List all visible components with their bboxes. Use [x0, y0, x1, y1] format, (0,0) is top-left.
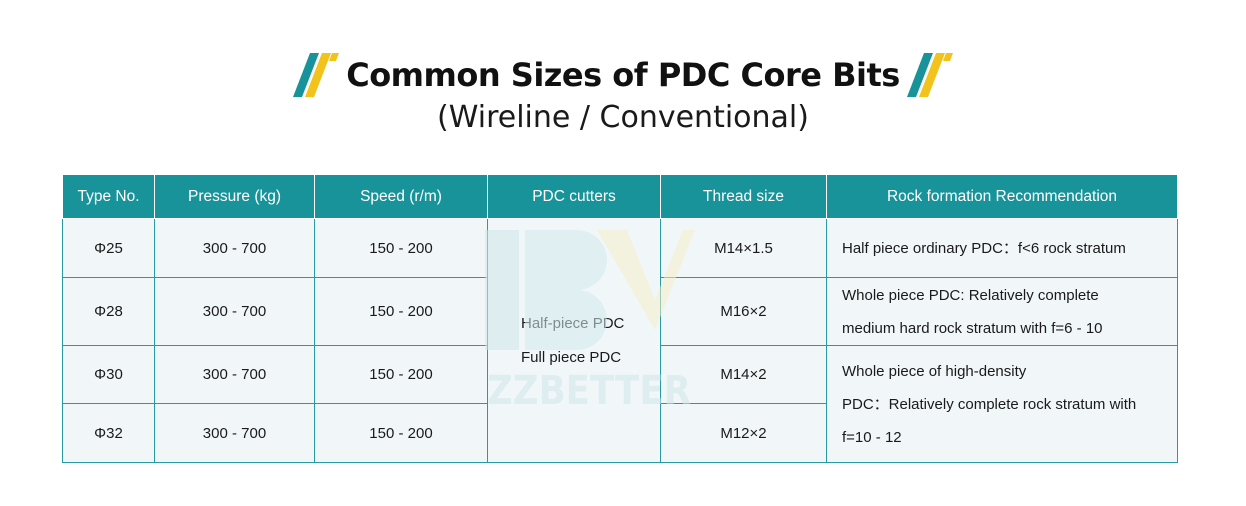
- title-area: Common Sizes of PDC Core Bits (Wireline …: [0, 44, 1246, 135]
- header-thread-size: Thread size: [660, 174, 827, 219]
- rock-cell: Whole piece of high-density PDC：Relative…: [826, 345, 1178, 463]
- pdc-cutters-cell: Half-piece PDC Full piece PDC: [487, 218, 661, 463]
- spec-table: Type No. Pressure (kg) Speed (r/m) PDC c…: [62, 174, 1178, 463]
- pressure-cell: 300 - 700: [154, 345, 315, 404]
- rock-cell: Whole piece PDC: Relatively complete med…: [826, 277, 1178, 346]
- type-cell: Φ28: [62, 277, 155, 346]
- rock-line: Half piece ordinary PDC：f<6 rock stratum: [842, 239, 1126, 257]
- table-header-row: Type No. Pressure (kg) Speed (r/m) PDC c…: [62, 174, 1178, 219]
- rock-line: Whole piece of high-density: [842, 362, 1027, 380]
- speed-cell: 150 - 200: [314, 403, 488, 463]
- table-row: Φ30 300 - 700 150 - 200 M14×2 Whole piec…: [62, 345, 1178, 463]
- slash-decoration-icon: [906, 51, 954, 99]
- thread-cell: M14×2: [660, 345, 827, 404]
- cutter-half-piece: Half-piece PDC: [521, 314, 625, 332]
- header-pdc-cutters: PDC cutters: [487, 174, 661, 219]
- speed-cell: 150 - 200: [314, 277, 488, 346]
- rock-cell: Half piece ordinary PDC：f<6 rock stratum: [826, 218, 1178, 278]
- speed-cell: 150 - 200: [314, 345, 488, 404]
- speed-cell: 150 - 200: [314, 218, 488, 278]
- rock-line: f=10 - 12: [842, 428, 902, 446]
- thread-cell: M16×2: [660, 277, 827, 346]
- header-rock-formation: Rock formation Recommendation: [826, 174, 1178, 219]
- type-cell: Φ25: [62, 218, 155, 278]
- type-cell: Φ32: [62, 403, 155, 463]
- rock-line: Whole piece PDC: Relatively complete: [842, 286, 1099, 304]
- table-row: Φ25 300 - 700 150 - 200 Half-piece PDC F…: [62, 218, 1178, 463]
- thread-cell: M14×1.5: [660, 218, 827, 278]
- type-cell: Φ30: [62, 345, 155, 404]
- page-title: Common Sizes of PDC Core Bits: [346, 56, 900, 94]
- header-type-no: Type No.: [62, 174, 155, 219]
- cutter-full-piece: Full piece PDC: [521, 348, 622, 366]
- pressure-cell: 300 - 700: [154, 218, 315, 278]
- header-pressure: Pressure (kg): [154, 174, 315, 219]
- page-subtitle: (Wireline / Conventional): [437, 100, 809, 135]
- thread-cell: M12×2: [660, 403, 827, 463]
- rock-line: medium hard rock stratum with f=6 - 10: [842, 319, 1103, 337]
- slash-decoration-icon: [292, 51, 340, 99]
- header-speed: Speed (r/m): [314, 174, 488, 219]
- rock-line: PDC：Relatively complete rock stratum wit…: [842, 395, 1137, 413]
- pressure-cell: 300 - 700: [154, 277, 315, 346]
- table-row: Φ32 300 - 700 150 - 200 M12×2: [62, 403, 1178, 463]
- pressure-cell: 300 - 700: [154, 403, 315, 463]
